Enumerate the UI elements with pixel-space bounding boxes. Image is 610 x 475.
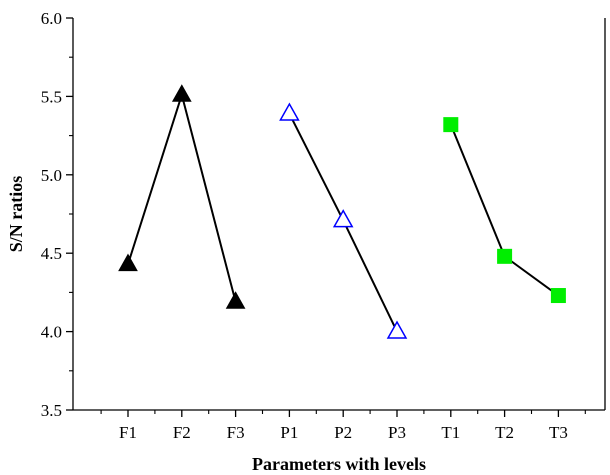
x-tick-label: P2 [334, 423, 352, 442]
x-tick-label: P3 [388, 423, 406, 442]
y-tick-label: 5.0 [41, 166, 62, 185]
y-tick-label: 3.5 [41, 401, 62, 420]
series-1 [118, 84, 246, 309]
x-tick-label: T3 [549, 423, 568, 442]
data-point [225, 291, 246, 309]
y-axis-ticks: 3.5 4.0 4.5 5.0 5.5 6.0 [41, 9, 73, 420]
data-point [497, 248, 513, 264]
series-2 [279, 102, 408, 339]
y-tick-label: 5.5 [41, 87, 62, 106]
x-axis-title: Parameters with levels [252, 454, 426, 474]
data-point [550, 288, 566, 304]
series-line [127, 91, 237, 303]
y-tick-label: 4.0 [41, 323, 62, 342]
data-point [171, 84, 192, 102]
series-layer [118, 84, 566, 339]
y-tick-label: 4.5 [41, 244, 62, 263]
x-tick-label: T1 [441, 423, 460, 442]
data-point [443, 117, 459, 133]
x-tick-label: T2 [495, 423, 514, 442]
data-point [332, 209, 354, 228]
series-line [449, 124, 559, 297]
x-axis-ticks: F1 F2 F3 P1 P2 P3 T1 T2 T3 [100, 410, 586, 442]
series-3 [443, 117, 566, 304]
data-point [118, 253, 138, 272]
y-axis-title: S/N ratios [6, 176, 26, 253]
x-tick-label: F2 [173, 423, 191, 442]
y-tick-label: 6.0 [41, 9, 62, 28]
x-tick-label: P1 [280, 423, 298, 442]
data-point [386, 320, 408, 339]
data-point [279, 102, 300, 121]
x-tick-label: F1 [119, 423, 137, 442]
x-tick-label: F3 [227, 423, 245, 442]
